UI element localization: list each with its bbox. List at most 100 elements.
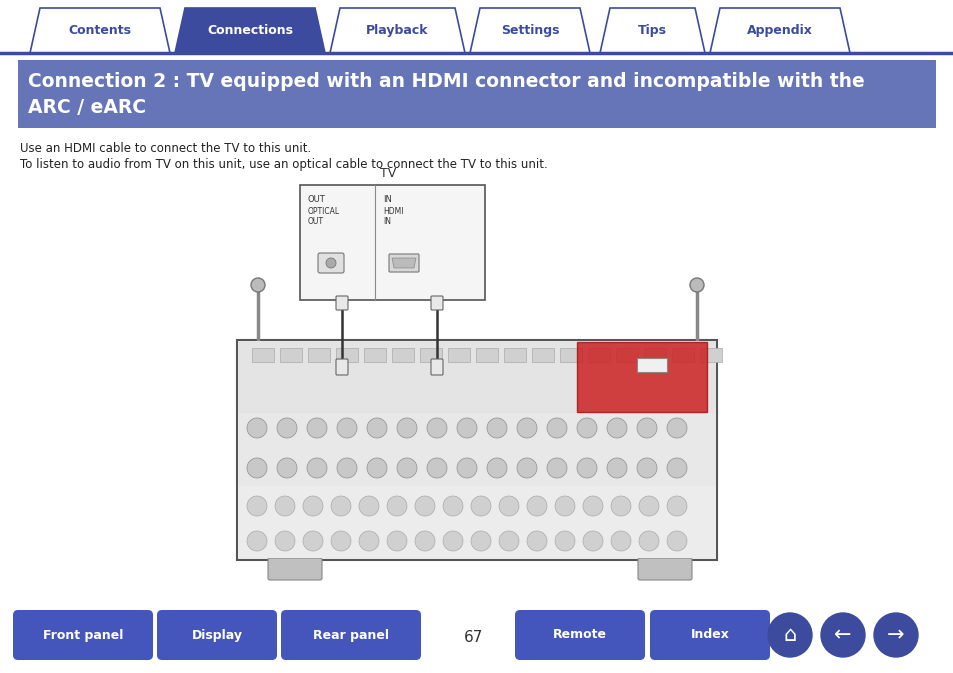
Text: Tips: Tips (638, 24, 666, 37)
Bar (616, 348, 638, 362)
Text: IN: IN (382, 217, 391, 226)
Circle shape (331, 496, 351, 516)
Circle shape (517, 418, 537, 438)
Bar (237, 486, 716, 558)
Text: Contents: Contents (69, 24, 132, 37)
Text: Playback: Playback (366, 24, 428, 37)
Text: Connections: Connections (207, 24, 293, 37)
Text: Use an HDMI cable to connect the TV to this unit.: Use an HDMI cable to connect the TV to t… (20, 142, 311, 155)
Bar (392, 348, 414, 362)
Circle shape (307, 458, 327, 478)
Text: Rear panel: Rear panel (313, 629, 389, 641)
Circle shape (396, 418, 416, 438)
Circle shape (767, 613, 811, 657)
Circle shape (546, 418, 566, 438)
FancyBboxPatch shape (431, 296, 442, 310)
Circle shape (873, 613, 917, 657)
Text: To listen to audio from TV on this unit, use an optical cable to connect the TV : To listen to audio from TV on this unit,… (20, 158, 547, 171)
Circle shape (387, 496, 407, 516)
Text: IN: IN (382, 195, 392, 204)
Circle shape (639, 531, 659, 551)
Bar (237, 413, 716, 486)
Circle shape (326, 258, 335, 268)
FancyBboxPatch shape (243, 522, 273, 540)
Circle shape (582, 496, 602, 516)
Polygon shape (30, 8, 170, 53)
Circle shape (517, 458, 537, 478)
Circle shape (331, 531, 351, 551)
Bar (476, 348, 497, 362)
Text: Connection 2 : TV equipped with an HDMI connector and incompatible with the
ARC : Connection 2 : TV equipped with an HDMI … (28, 72, 863, 116)
Circle shape (821, 613, 864, 657)
FancyBboxPatch shape (317, 253, 344, 273)
Circle shape (247, 418, 267, 438)
FancyBboxPatch shape (649, 610, 769, 660)
Text: Remote: Remote (553, 629, 606, 641)
Circle shape (610, 496, 630, 516)
Circle shape (498, 496, 518, 516)
Circle shape (247, 496, 267, 516)
Bar (308, 348, 330, 362)
Circle shape (610, 531, 630, 551)
Circle shape (555, 496, 575, 516)
Circle shape (251, 278, 265, 292)
FancyBboxPatch shape (638, 558, 691, 580)
Circle shape (276, 458, 296, 478)
FancyBboxPatch shape (335, 359, 348, 375)
Text: Display: Display (192, 629, 242, 641)
Circle shape (427, 458, 447, 478)
Bar (299, 185, 484, 300)
Circle shape (606, 418, 626, 438)
Circle shape (486, 418, 506, 438)
Circle shape (336, 458, 356, 478)
Bar (280, 348, 302, 362)
Circle shape (274, 531, 294, 551)
Circle shape (666, 458, 686, 478)
Circle shape (415, 531, 435, 551)
Bar (532, 348, 554, 362)
Circle shape (577, 418, 597, 438)
Circle shape (276, 418, 296, 438)
Bar (252, 348, 274, 362)
Bar (448, 348, 470, 362)
Circle shape (471, 496, 491, 516)
Bar (587, 348, 609, 362)
Circle shape (577, 458, 597, 478)
Circle shape (367, 458, 387, 478)
Text: OUT: OUT (308, 195, 325, 204)
Text: Appendix: Appendix (746, 24, 812, 37)
FancyBboxPatch shape (281, 610, 420, 660)
Polygon shape (709, 8, 849, 53)
Circle shape (387, 531, 407, 551)
Bar (419, 348, 441, 362)
FancyBboxPatch shape (515, 610, 644, 660)
Bar (643, 348, 665, 362)
FancyBboxPatch shape (13, 610, 152, 660)
Bar (335, 348, 357, 362)
FancyBboxPatch shape (157, 610, 276, 660)
Circle shape (358, 496, 378, 516)
Circle shape (639, 496, 659, 516)
Text: OUT: OUT (308, 217, 324, 226)
FancyBboxPatch shape (431, 359, 442, 375)
Circle shape (396, 458, 416, 478)
Bar (671, 348, 693, 362)
FancyBboxPatch shape (681, 522, 711, 540)
Polygon shape (599, 8, 704, 53)
Circle shape (666, 531, 686, 551)
Text: OPTICAL: OPTICAL (308, 207, 340, 216)
Bar (637, 358, 666, 372)
Circle shape (307, 418, 327, 438)
Bar (236, 340, 717, 560)
Circle shape (486, 458, 506, 478)
Polygon shape (330, 8, 464, 53)
Text: Front panel: Front panel (43, 629, 123, 641)
Circle shape (666, 418, 686, 438)
Text: 67: 67 (464, 631, 483, 645)
Bar (559, 348, 581, 362)
Circle shape (555, 531, 575, 551)
FancyBboxPatch shape (389, 254, 418, 272)
Circle shape (303, 531, 323, 551)
Circle shape (367, 418, 387, 438)
Circle shape (274, 496, 294, 516)
